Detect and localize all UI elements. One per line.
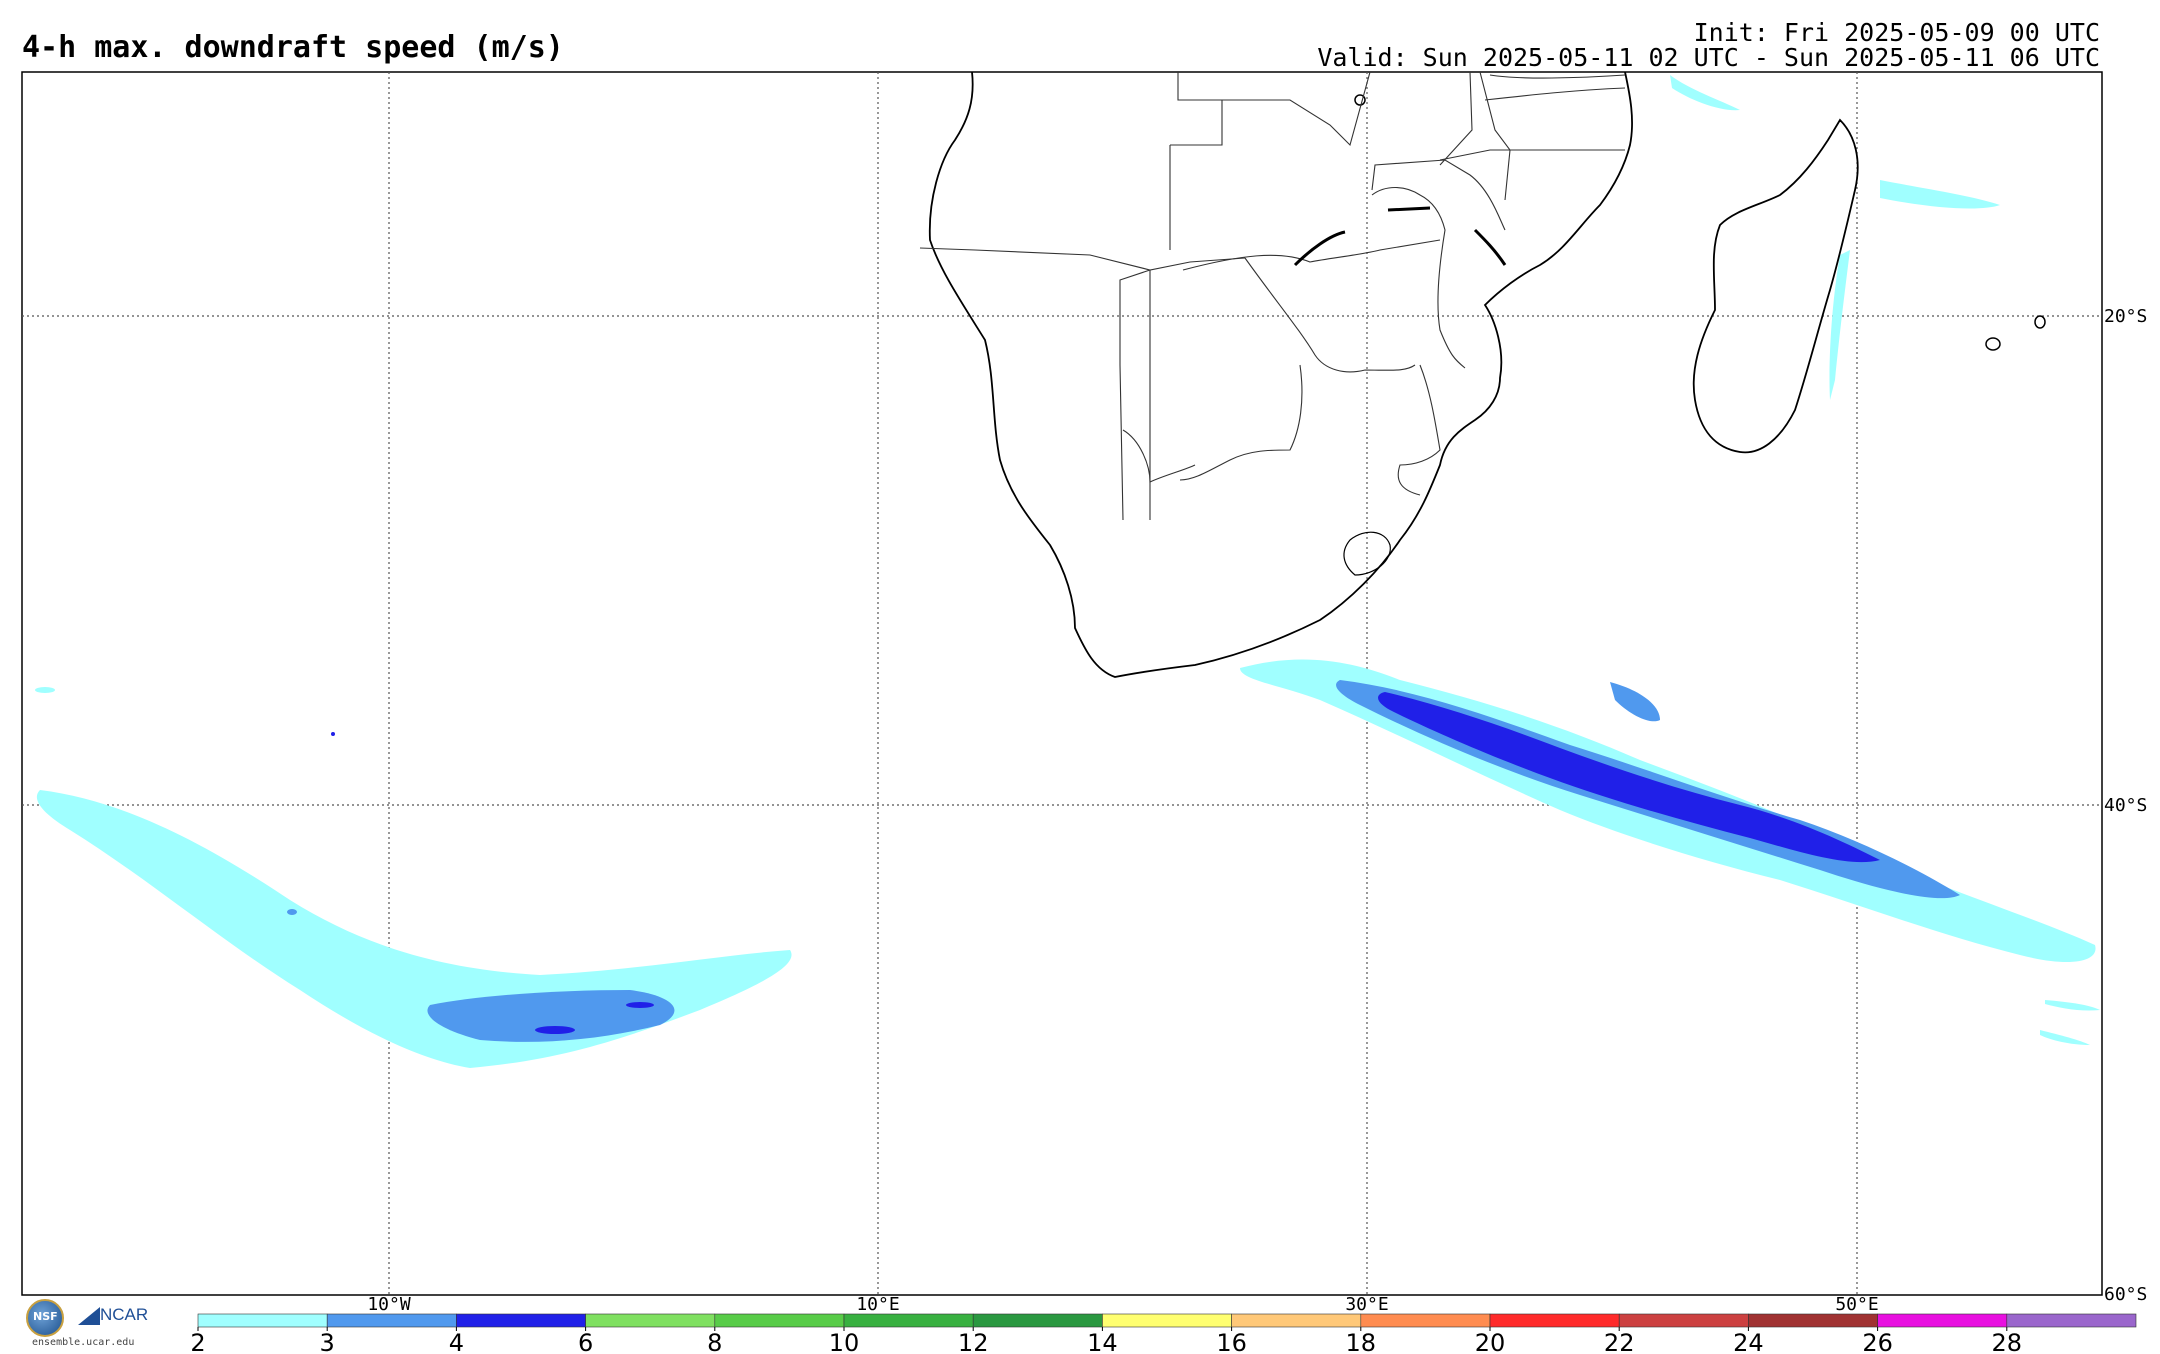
map-frame [21, 71, 2103, 1296]
lon-labels: 10°W 10°E 30°E 50°E [367, 1294, 1878, 1315]
lat-labels: 20°S 40°S 60°S [2104, 306, 2147, 1305]
downdraft-band-southwest [35, 687, 792, 1068]
lon-label-30e: 30°E [1345, 1294, 1388, 1315]
nsf-logo: NSF [26, 1299, 64, 1337]
colorbar-tick-label: 12 [958, 1329, 989, 1354]
colorbar-tick-label: 28 [1992, 1329, 2023, 1354]
colorbar-tick-label: 3 [320, 1329, 335, 1354]
colorbar-segment [456, 1313, 586, 1328]
colorbar-segment [843, 1313, 974, 1328]
colorbar-segment [1102, 1313, 1232, 1328]
lat-label-60s: 60°S [2104, 1284, 2147, 1305]
colorbar-segment [2006, 1313, 2137, 1328]
colorbar-tick-label: 22 [1604, 1329, 1635, 1354]
colorbar-segment [1877, 1313, 2008, 1328]
colorbar-segment [1231, 1313, 1362, 1328]
lat-label-40s: 40°S [2104, 795, 2147, 816]
lon-label-10e: 10°E [856, 1294, 899, 1315]
colorbar-segment [197, 1313, 328, 1328]
colorbar-segment [326, 1313, 457, 1328]
lat-label-20s: 20°S [2104, 306, 2147, 327]
nsf-logo-text: NSF [33, 1310, 58, 1323]
ncar-logo: NCAR [78, 1305, 148, 1325]
coastlines [928, 71, 2046, 678]
site-url: ensemble.ucar.edu [32, 1337, 135, 1348]
lon-label-50e: 50°E [1835, 1294, 1878, 1315]
map-title: 4-h max. downdraft speed (m/s) [22, 30, 564, 65]
colorbar-tick-label: 8 [707, 1329, 722, 1354]
colorbar-tick-label: 26 [1862, 1329, 1893, 1354]
colorbar-tick-label: 4 [449, 1329, 464, 1354]
colorbar-segment [714, 1313, 845, 1328]
valid-time: Valid: Sun 2025-05-11 02 UTC - Sun 2025-… [1317, 43, 2100, 72]
lon-label-10w: 10°W [367, 1294, 411, 1315]
colorbar-segment [1360, 1313, 1491, 1328]
colorbar-tick-label: 16 [1216, 1329, 1247, 1354]
colorbar-segment [1618, 1313, 1749, 1328]
colorbar-tick-label: 20 [1475, 1329, 1506, 1354]
colorbar-segment [1748, 1313, 1878, 1328]
colorbar-segment [585, 1313, 716, 1328]
colorbar-segment [1489, 1313, 1620, 1328]
colorbar-tick-label: 6 [578, 1329, 593, 1354]
init-time: Init: Fri 2025-05-09 00 UTC [1693, 18, 2100, 47]
colorbar-tick-label: 2 [190, 1329, 205, 1354]
colorbar-segment [972, 1313, 1103, 1328]
colorbar-tick-label: 18 [1346, 1329, 1377, 1354]
ncar-logo-text: NCAR [100, 1305, 149, 1324]
logo-area: NSF NCAR ensemble.ucar.edu [22, 1297, 182, 1349]
colorbar-tick-label: 14 [1087, 1329, 1118, 1354]
run-info: Init: Fri 2025-05-09 00 UTC Valid: Sun 2… [1317, 20, 2100, 70]
colorbar-tick-label: 10 [829, 1329, 860, 1354]
country-borders [919, 71, 1626, 521]
colorbar-tick-label: 24 [1733, 1329, 1764, 1354]
downdraft-band-southeast [1240, 75, 2100, 1045]
colorbar: 2 3 4 6 8 10 12 14 16 18 20 22 24 26 28 [190, 1313, 2137, 1354]
ncar-mark-icon [78, 1306, 100, 1325]
lakes [1293, 206, 1507, 267]
